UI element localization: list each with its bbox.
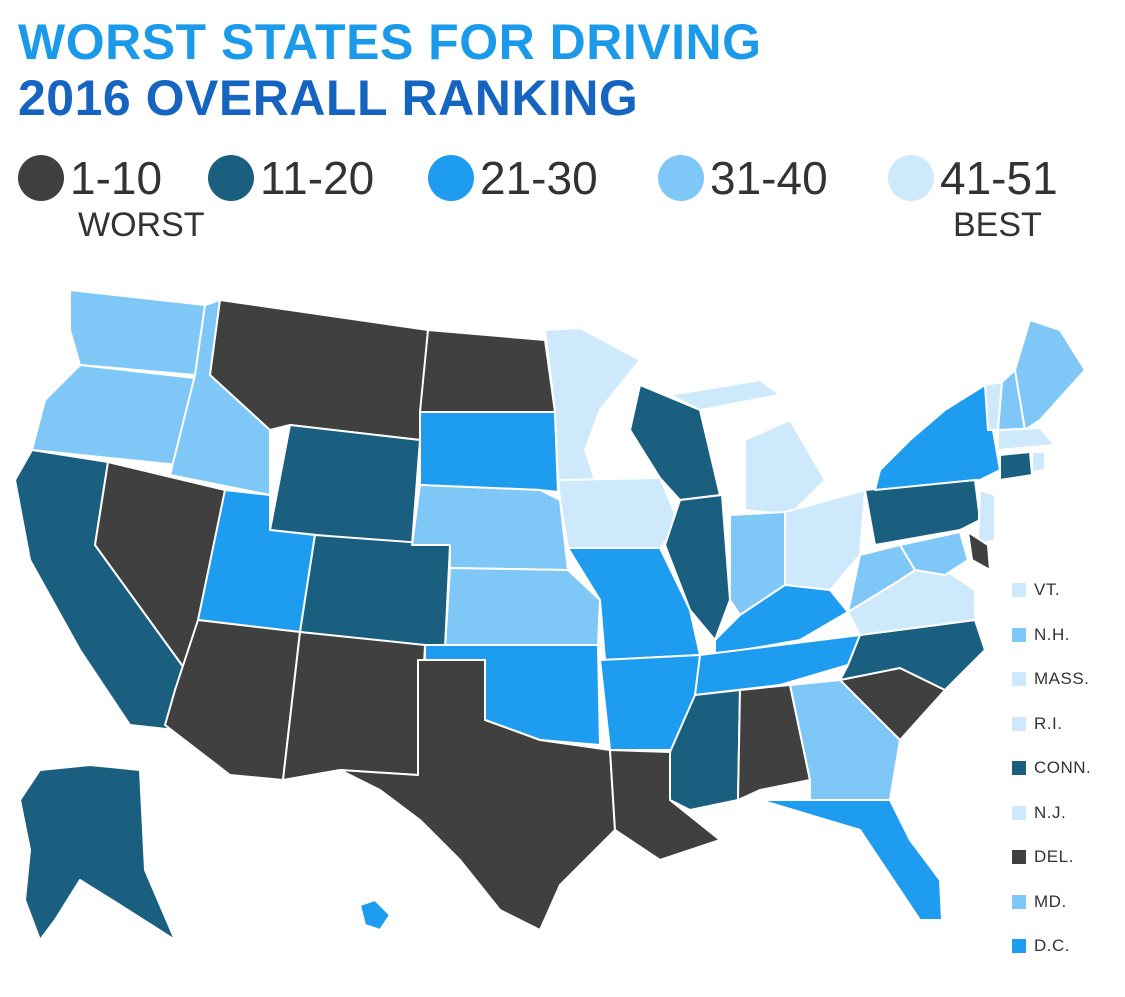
legend-label: 21-30 <box>480 152 598 204</box>
state-new-york <box>874 384 1001 491</box>
small-state-swatch <box>1012 894 1026 909</box>
small-state-label: N.J. <box>1034 802 1067 822</box>
state-minnesota <box>544 327 641 481</box>
legend-item-41-51: 41-51 <box>888 150 1058 206</box>
small-state-label: DEL. <box>1034 847 1074 867</box>
state-new-jersey <box>977 489 996 546</box>
state-alaska <box>19 764 176 941</box>
small-state-label: R.I. <box>1034 713 1063 733</box>
state-kansas <box>444 567 601 649</box>
color-legend: 1-10 11-20 21-30 31-40 41-51 WORST BEST <box>18 150 1108 250</box>
legend-worst-label: WORST <box>78 206 205 244</box>
small-state-legend-item: CONN. <box>1012 746 1122 791</box>
small-state-label: MD. <box>1034 891 1067 911</box>
legend-label: 31-40 <box>710 152 828 204</box>
small-state-swatch <box>1012 761 1026 776</box>
small-state-swatch <box>1012 939 1026 954</box>
small-state-swatch <box>1012 583 1026 598</box>
state-connecticut <box>999 451 1033 481</box>
state-iowa <box>557 477 681 549</box>
small-state-legend-item: N.J. <box>1012 791 1122 836</box>
state-ohio <box>784 489 866 591</box>
legend-dot <box>658 155 704 201</box>
legend-dot <box>428 155 474 201</box>
state-hawaii <box>359 899 391 931</box>
state-washington <box>69 289 206 376</box>
title-line-1: WORST STATES FOR DRIVING <box>18 14 762 70</box>
legend-dot <box>888 155 934 201</box>
legend-dot <box>208 155 254 201</box>
state-delaware <box>967 531 991 571</box>
legend-label: 1-10 <box>70 152 163 204</box>
state-alabama <box>737 684 811 801</box>
state-tennessee <box>694 634 861 696</box>
state-colorado <box>299 534 451 649</box>
state-florida <box>759 799 943 921</box>
state-south-dakota <box>419 411 559 493</box>
small-state-label: MASS. <box>1034 669 1090 689</box>
small-state-swatch <box>1012 805 1026 820</box>
state-rhode-island <box>1031 451 1046 473</box>
legend-item-1-10: 1-10 <box>18 150 162 206</box>
us-map: VT. N.H. MASS. R.I. CONN. N.J. DEL. MD. D.C. <box>0 270 1125 997</box>
legend-item-31-40: 31-40 <box>658 150 828 206</box>
us-map-svg <box>14 289 1086 941</box>
small-state-legend-item: MASS. <box>1012 657 1122 702</box>
small-state-legend: VT. N.H. MASS. R.I. CONN. N.J. DEL. MD. D.C. <box>1012 568 1122 969</box>
state-new-mexico <box>282 631 426 781</box>
small-state-swatch <box>1012 627 1026 642</box>
small-state-legend-item: D.C. <box>1012 924 1122 969</box>
state-maine <box>1014 319 1086 431</box>
small-state-label: VT. <box>1034 580 1061 600</box>
state-texas <box>339 659 616 931</box>
legend-label: 11-20 <box>260 152 375 204</box>
state-maryland <box>899 531 969 576</box>
small-state-swatch <box>1012 672 1026 687</box>
small-state-legend-item: DEL. <box>1012 835 1122 880</box>
state-wyoming <box>269 424 421 546</box>
state-massachusetts <box>997 427 1056 451</box>
state-north-dakota <box>419 329 556 413</box>
legend-dot <box>18 155 64 201</box>
small-state-swatch <box>1012 850 1026 865</box>
legend-item-11-20: 11-20 <box>208 150 374 206</box>
small-state-label: N.H. <box>1034 624 1070 644</box>
small-state-legend-item: N.H. <box>1012 613 1122 658</box>
title-line-2: 2016 OVERALL RANKING <box>18 70 639 126</box>
state-michigan <box>744 419 826 516</box>
state-michigan-up <box>669 379 781 411</box>
title-block: WORST STATES FOR DRIVING 2016 OVERALL RA… <box>18 14 761 126</box>
legend-label: 41-51 <box>940 152 1058 204</box>
state-oregon <box>31 364 196 466</box>
small-state-legend-item: VT. <box>1012 568 1122 613</box>
small-state-legend-item: MD. <box>1012 880 1122 925</box>
legend-item-21-30: 21-30 <box>428 150 598 206</box>
small-state-swatch <box>1012 716 1026 731</box>
small-state-legend-item: R.I. <box>1012 702 1122 747</box>
legend-best-label: BEST <box>953 206 1042 244</box>
small-state-label: CONN. <box>1034 758 1092 778</box>
small-state-label: D.C. <box>1034 936 1070 956</box>
